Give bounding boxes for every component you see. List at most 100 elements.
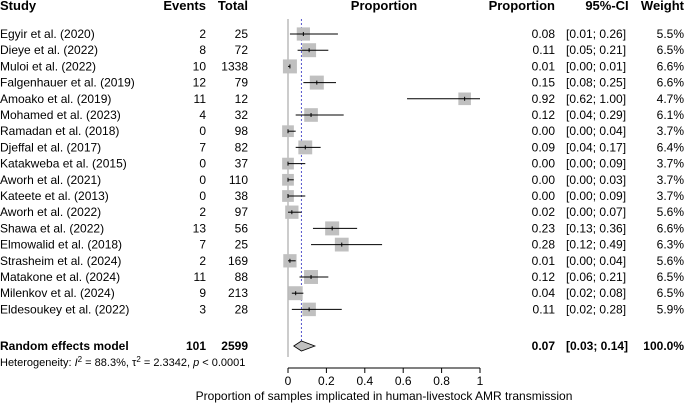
- study-name: Aworh et al. (2021): [0, 173, 101, 187]
- study-ci: [0.00; 0.01]: [566, 59, 626, 73]
- study-total: 56: [235, 221, 249, 235]
- study-events: 11: [194, 92, 207, 106]
- header-proportion: Proportion: [489, 0, 555, 13]
- study-events: 0: [199, 173, 206, 187]
- pooled-proportion: 0.07: [532, 339, 556, 353]
- study-ci: [0.00; 0.09]: [566, 189, 626, 203]
- study-weight: 3.7%: [657, 124, 685, 138]
- study-ci: [0.12; 0.49]: [566, 238, 626, 252]
- study-events: 8: [199, 43, 206, 57]
- x-axis-label: Proportion of samples implicated in huma…: [196, 389, 573, 403]
- study-events: 2: [199, 254, 206, 268]
- study-proportion: 0.11: [533, 302, 556, 316]
- pooled-diamond: [293, 340, 317, 352]
- study-total: 25: [235, 27, 249, 41]
- study-total: 1338: [221, 59, 248, 73]
- study-proportion: 0.12: [532, 270, 556, 284]
- study-weight: 3.7%: [657, 157, 685, 171]
- study-name: Elmowalid et al. (2018): [0, 238, 122, 252]
- study-weight: 6.6%: [657, 59, 685, 73]
- header-ci: 95%-CI: [585, 0, 628, 13]
- study-name: Kateete et al. (2013): [0, 189, 109, 203]
- study-total: 110: [229, 173, 248, 187]
- study-total: 213: [228, 286, 248, 300]
- study-ci: [0.05; 0.21]: [566, 43, 626, 57]
- study-proportion: 0.11: [533, 43, 556, 57]
- study-proportion: 0.09: [532, 140, 556, 154]
- study-weight: 6.4%: [657, 140, 685, 154]
- study-weight: 6.5%: [657, 43, 685, 57]
- study-name: Muloi et al. (2022): [0, 59, 96, 73]
- study-name: Falgenhauer et al. (2019): [0, 76, 135, 90]
- study-proportion: 0.01: [532, 59, 556, 73]
- study-total: 25: [235, 238, 249, 252]
- study-total: 98: [235, 124, 249, 138]
- study-proportion: 0.00: [532, 189, 556, 203]
- study-events: 0: [199, 124, 206, 138]
- x-tick-label: 0.8: [433, 374, 450, 388]
- study-total: 72: [235, 43, 249, 57]
- study-total: 88: [235, 270, 249, 284]
- study-name: Dieye et al. (2022): [0, 43, 98, 57]
- study-ci: [0.04; 0.29]: [566, 108, 626, 122]
- study-name: Ramadan et al. (2018): [0, 124, 119, 138]
- x-tick-label: 0: [285, 374, 292, 388]
- study-proportion: 0.02: [532, 205, 556, 219]
- study-name: Egyir et al. (2020): [0, 27, 95, 41]
- study-events: 2: [199, 205, 206, 219]
- study-proportion: 0.01: [532, 254, 556, 268]
- study-total: 28: [235, 302, 249, 316]
- study-events: 7: [199, 140, 206, 154]
- study-weight: 4.7%: [657, 92, 685, 106]
- study-name: Mohamed et al. (2023): [0, 108, 121, 122]
- study-ci: [0.08; 0.25]: [566, 76, 626, 90]
- study-ci: [0.00; 0.09]: [566, 157, 626, 171]
- study-ci: [0.02; 0.28]: [566, 302, 626, 316]
- study-weight: 6.3%: [657, 238, 685, 252]
- study-events: 11: [194, 270, 207, 284]
- study-weight: 6.6%: [657, 221, 685, 235]
- study-total: 32: [235, 108, 249, 122]
- study-total: 79: [235, 76, 249, 90]
- header-weight: Weight: [641, 0, 685, 13]
- study-ci: [0.62; 1.00]: [566, 92, 626, 106]
- plot-marks: 0 0.2 0.4 0.6 0.8 1: [282, 19, 484, 388]
- study-weight: 6.5%: [657, 270, 685, 284]
- study-weight: 6.1%: [657, 108, 685, 122]
- study-ci: [0.00; 0.03]: [566, 173, 626, 187]
- study-proportion: 0.00: [532, 157, 556, 171]
- study-weight: 3.7%: [657, 189, 685, 203]
- study-proportion: 0.12: [532, 108, 556, 122]
- study-name: Strasheim et al. (2024): [0, 254, 121, 268]
- study-total: 12: [235, 92, 249, 106]
- pooled-name: Random effects model: [0, 339, 129, 353]
- study-weight: 3.7%: [657, 173, 685, 187]
- study-name: Djeffal et al. (2017): [0, 140, 101, 154]
- study-ci: [0.01; 0.26]: [566, 27, 626, 41]
- study-name: Amoako et al. (2019): [0, 92, 111, 106]
- study-name: Matakone et al. (2024): [0, 270, 120, 284]
- header-total: Total: [218, 0, 248, 13]
- study-events: 0: [199, 189, 206, 203]
- study-weight: 5.9%: [657, 302, 685, 316]
- study-weight: 5.6%: [657, 254, 685, 268]
- pooled-ci: [0.03; 0.14]: [566, 339, 628, 353]
- study-rows: Egyir et al. (2020) 2 25 0.08 [0.01; 0.26] 5.…: [0, 27, 684, 316]
- study-total: 38: [235, 189, 249, 203]
- study-ci: [0.00; 0.07]: [566, 205, 626, 219]
- study-total: 82: [235, 140, 249, 154]
- heterogeneity-text: Heterogeneity: I2 = 88.3%, τ2 = 2.3342, …: [0, 355, 245, 370]
- study-weight: 6.6%: [657, 76, 685, 90]
- study-name: Shawa et al. (2022): [0, 221, 104, 235]
- header-proportion-plot: Proportion: [351, 0, 417, 13]
- study-ci: [0.00; 0.04]: [566, 254, 626, 268]
- study-ci: [0.04; 0.17]: [566, 140, 626, 154]
- study-proportion: 0.04: [532, 286, 556, 300]
- study-events: 3: [199, 302, 206, 316]
- study-name: Eldesoukey et al. (2022): [0, 302, 129, 316]
- study-ci: [0.13; 0.36]: [566, 221, 626, 235]
- study-proportion: 0.00: [532, 124, 556, 138]
- study-total: 97: [235, 205, 249, 219]
- study-proportion: 0.00: [532, 173, 556, 187]
- x-tick-label: 1: [477, 374, 484, 388]
